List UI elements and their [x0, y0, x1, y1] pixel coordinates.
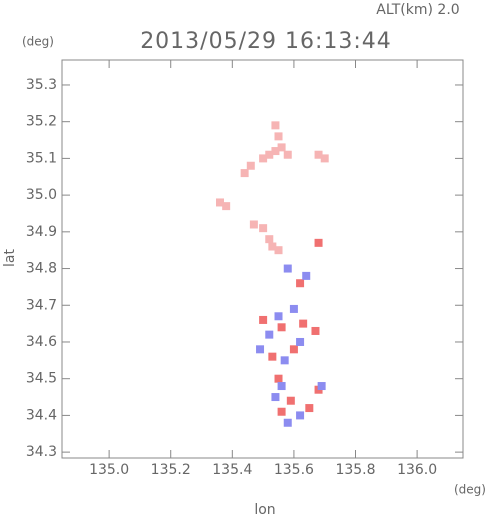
y-tick-label: 35.1: [26, 150, 57, 166]
data-point: [265, 150, 274, 159]
data-point: [289, 345, 298, 354]
data-point: [314, 238, 323, 247]
data-point: [274, 374, 283, 383]
x-tick-label: 135.6: [274, 462, 314, 478]
data-point: [271, 393, 280, 402]
data-point: [302, 271, 311, 280]
data-point: [320, 154, 329, 163]
data-point: [246, 161, 255, 170]
data-point: [268, 352, 277, 361]
y-tick-label: 35.3: [26, 77, 57, 93]
data-point: [305, 404, 314, 413]
y-unit: (deg): [22, 35, 54, 49]
data-point: [314, 150, 323, 159]
data-point: [222, 202, 231, 211]
y-axis-label: lat: [2, 249, 18, 267]
subtitle: ALT(km) 2.0: [376, 2, 459, 18]
data-point: [283, 418, 292, 427]
data-point: [249, 220, 258, 229]
y-tick-label: 35.0: [26, 187, 57, 203]
data-point: [277, 323, 286, 332]
data-point: [283, 264, 292, 273]
data-point: [256, 345, 265, 354]
data-point: [271, 121, 280, 130]
data-point: [271, 147, 280, 156]
data-point: [215, 198, 224, 207]
y-tick-label: 35.2: [26, 114, 57, 130]
y-tick-label: 34.9: [26, 224, 57, 240]
data-point: [296, 411, 305, 420]
data-point: [311, 326, 320, 335]
data-point: [277, 143, 286, 152]
y-tick-label: 34.4: [26, 407, 57, 423]
y-tick-label: 34.6: [26, 334, 57, 350]
x-tick-label: 135.8: [335, 462, 375, 478]
data-point: [289, 304, 298, 313]
data-point: [240, 169, 249, 178]
data-point: [259, 315, 268, 324]
x-tick-label: 135.4: [212, 462, 252, 478]
data-point: [296, 337, 305, 346]
data-point: [265, 235, 274, 244]
y-tick-label: 34.5: [26, 371, 57, 387]
data-point: [286, 396, 295, 405]
data-point: [317, 382, 326, 391]
y-tick-label: 34.7: [26, 297, 57, 313]
x-tick-label: 135.2: [151, 462, 191, 478]
data-point: [274, 132, 283, 141]
data-point: [280, 356, 289, 365]
x-axis-label: lon: [254, 502, 275, 518]
data-point: [268, 242, 277, 251]
y-tick-label: 34.8: [26, 261, 57, 277]
data-point: [277, 407, 286, 416]
data-point: [277, 382, 286, 391]
y-tick-label: 34.3: [26, 444, 57, 460]
data-point: [299, 319, 308, 328]
x-tick-label: 136.0: [397, 462, 437, 478]
chart-title: 2013/05/29 16:13:44: [140, 29, 392, 54]
data-point: [296, 279, 305, 288]
data-point: [259, 224, 268, 233]
x-unit: (deg): [454, 483, 486, 497]
data-point: [274, 312, 283, 321]
data-point: [274, 246, 283, 255]
x-tick-label: 135.0: [89, 462, 129, 478]
data-point: [265, 330, 274, 339]
plot-frame: [61, 59, 464, 459]
data-point: [283, 150, 292, 159]
data-point: [259, 154, 268, 163]
